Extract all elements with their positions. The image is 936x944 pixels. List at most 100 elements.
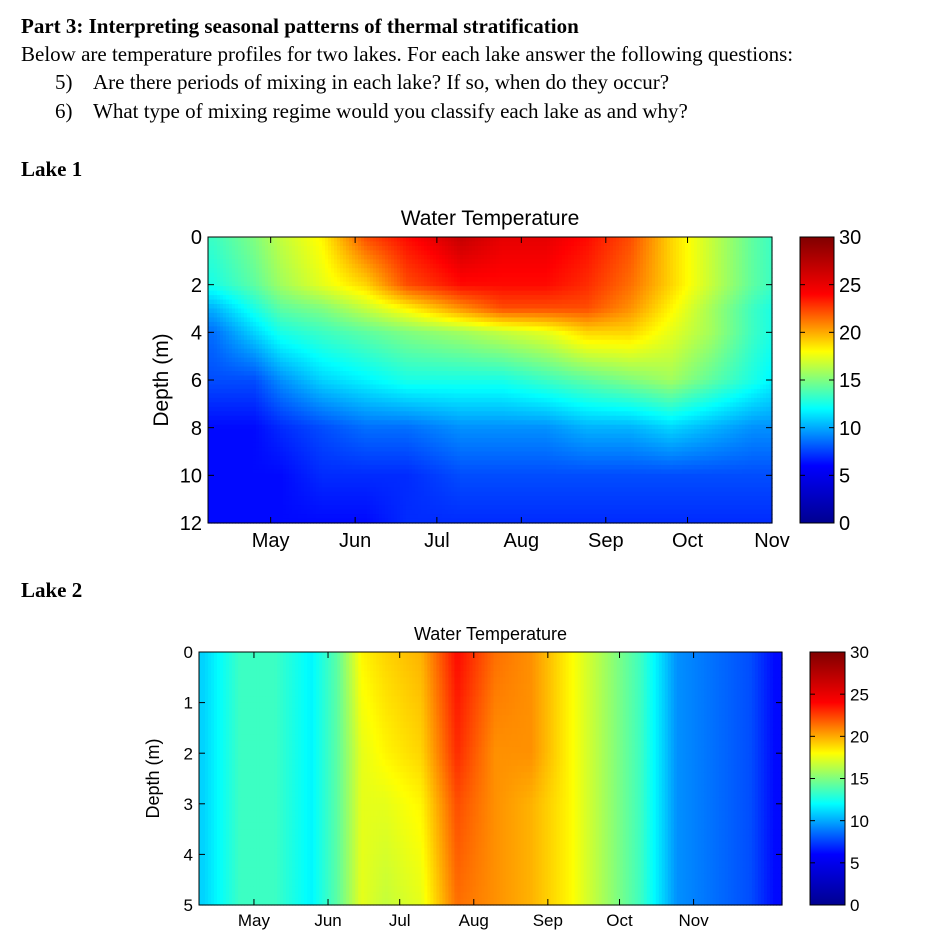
heatmap-cell xyxy=(241,290,245,296)
heatmap-cell xyxy=(289,402,293,408)
heatmap-cell xyxy=(277,388,281,395)
heatmap-cell xyxy=(304,429,308,435)
heatmap-cell xyxy=(235,442,239,448)
heatmap-cell xyxy=(238,402,242,408)
heatmap-cell xyxy=(283,326,287,332)
heatmap-cell xyxy=(232,451,236,457)
heatmap-cell xyxy=(307,304,311,310)
heatmap-cell xyxy=(208,397,212,403)
heatmap-cell xyxy=(301,380,305,386)
heatmap-cell xyxy=(256,245,260,252)
heatmap-cell xyxy=(307,447,311,453)
heatmap-cell xyxy=(238,326,242,332)
heatmap-cell xyxy=(211,272,215,278)
heatmap-cell xyxy=(259,487,263,493)
heatmap-cell xyxy=(298,397,302,403)
heatmap-cell xyxy=(307,433,311,439)
question-text: What type of mixing regime would you cla… xyxy=(93,99,688,123)
heatmap-cell xyxy=(289,245,293,252)
heatmap-cell xyxy=(208,326,212,332)
heatmap-cell xyxy=(247,388,251,395)
heatmap-cell xyxy=(250,317,254,323)
heatmap-cell xyxy=(208,304,212,310)
heatmap-cell xyxy=(214,245,218,252)
heatmap-cell xyxy=(229,348,233,354)
heatmap-cell xyxy=(229,237,233,243)
heatmap-cell xyxy=(295,254,299,260)
heatmap-cell xyxy=(238,317,242,323)
heatmap-cell xyxy=(283,362,287,368)
heatmap-cell xyxy=(307,397,311,403)
heatmap-cell xyxy=(217,487,221,493)
heatmap-cell xyxy=(289,254,293,260)
heatmap-cell xyxy=(292,509,296,515)
heatmap-cell xyxy=(265,491,269,497)
heatmap-cell xyxy=(292,415,296,421)
heatmap-cell xyxy=(214,464,218,470)
heatmap-cell xyxy=(244,438,248,444)
heatmap-cell xyxy=(286,237,290,243)
heatmap-cell xyxy=(235,272,239,278)
heatmap-cell xyxy=(229,339,233,345)
heatmap-cell xyxy=(262,406,266,412)
heatmap-cell xyxy=(253,357,257,363)
heatmap-cell xyxy=(250,393,254,399)
heatmap-cell xyxy=(208,420,212,426)
heatmap-cell xyxy=(274,335,278,341)
heatmap-cell xyxy=(277,505,281,511)
heatmap-cell xyxy=(217,330,221,336)
heatmap-cell xyxy=(208,469,212,475)
heatmap-cell xyxy=(274,353,278,359)
heatmap-cell xyxy=(307,344,311,350)
heatmap-cell xyxy=(283,406,287,412)
heatmap-cell xyxy=(250,447,254,453)
heatmap-cell xyxy=(262,277,266,283)
heatmap-cell xyxy=(208,455,212,462)
heatmap-cell xyxy=(238,245,242,252)
heatmap-cell xyxy=(268,469,272,475)
heatmap-cell xyxy=(292,321,296,327)
heatmap-cell xyxy=(217,245,221,252)
heatmap-cell xyxy=(286,487,290,493)
heatmap-cell xyxy=(229,268,233,274)
heatmap-cell xyxy=(298,505,302,511)
heatmap-cell xyxy=(292,393,296,399)
heatmap-cell xyxy=(226,438,230,444)
heatmap-cell xyxy=(241,500,245,506)
heatmap-cell xyxy=(250,380,254,386)
heatmap-cell xyxy=(226,348,230,354)
heatmap-cell xyxy=(220,348,224,354)
heatmap-cell xyxy=(304,348,308,354)
heatmap-cell xyxy=(238,250,242,256)
heatmap-cell xyxy=(295,299,299,305)
heatmap-cell xyxy=(223,295,227,301)
heatmap-cell xyxy=(208,290,212,296)
heatmap-cell xyxy=(292,411,296,417)
heatmap-cell xyxy=(253,308,257,314)
heatmap-cell xyxy=(280,500,284,506)
heatmap-cell xyxy=(235,348,239,354)
heatmap-cell xyxy=(256,393,260,399)
heatmap-cell xyxy=(307,402,311,408)
heatmap-cell xyxy=(247,384,251,390)
heatmap-cell xyxy=(289,460,293,466)
heatmap-cell xyxy=(307,366,311,372)
heatmap-cell xyxy=(265,393,269,399)
heatmap-cell xyxy=(226,339,230,345)
heatmap-cell xyxy=(247,473,251,479)
heatmap-cell xyxy=(238,268,242,274)
heatmap-cell xyxy=(295,250,299,256)
heatmap-cell xyxy=(232,268,236,274)
heatmap-cell xyxy=(301,321,305,327)
heatmap-cell xyxy=(286,460,290,466)
heatmap-cell xyxy=(265,268,269,274)
heatmap-cell xyxy=(232,438,236,444)
heatmap-cell xyxy=(280,380,284,386)
heatmap-cell xyxy=(241,299,245,305)
heatmap-cell xyxy=(217,281,221,287)
heatmap-cell xyxy=(259,496,263,502)
heatmap-cell xyxy=(226,259,230,265)
heatmap-cell xyxy=(241,393,245,399)
heatmap-cell xyxy=(211,469,215,475)
heatmap-cell xyxy=(277,344,281,350)
